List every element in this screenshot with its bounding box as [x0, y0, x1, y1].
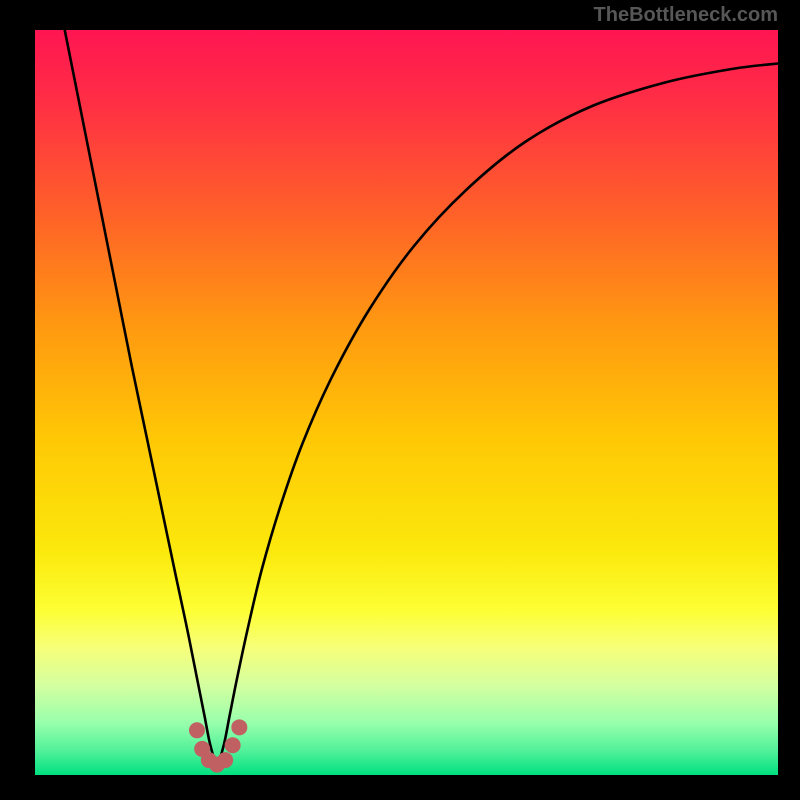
plot-area [35, 30, 778, 775]
dip-marker [231, 719, 247, 735]
chart-frame: TheBottleneck.com [0, 0, 800, 800]
dip-markers [189, 719, 247, 772]
dip-marker [217, 752, 233, 768]
dip-marker [225, 737, 241, 753]
dip-marker [189, 722, 205, 738]
bottleneck-curve [35, 30, 778, 775]
watermark-text: TheBottleneck.com [594, 4, 778, 27]
